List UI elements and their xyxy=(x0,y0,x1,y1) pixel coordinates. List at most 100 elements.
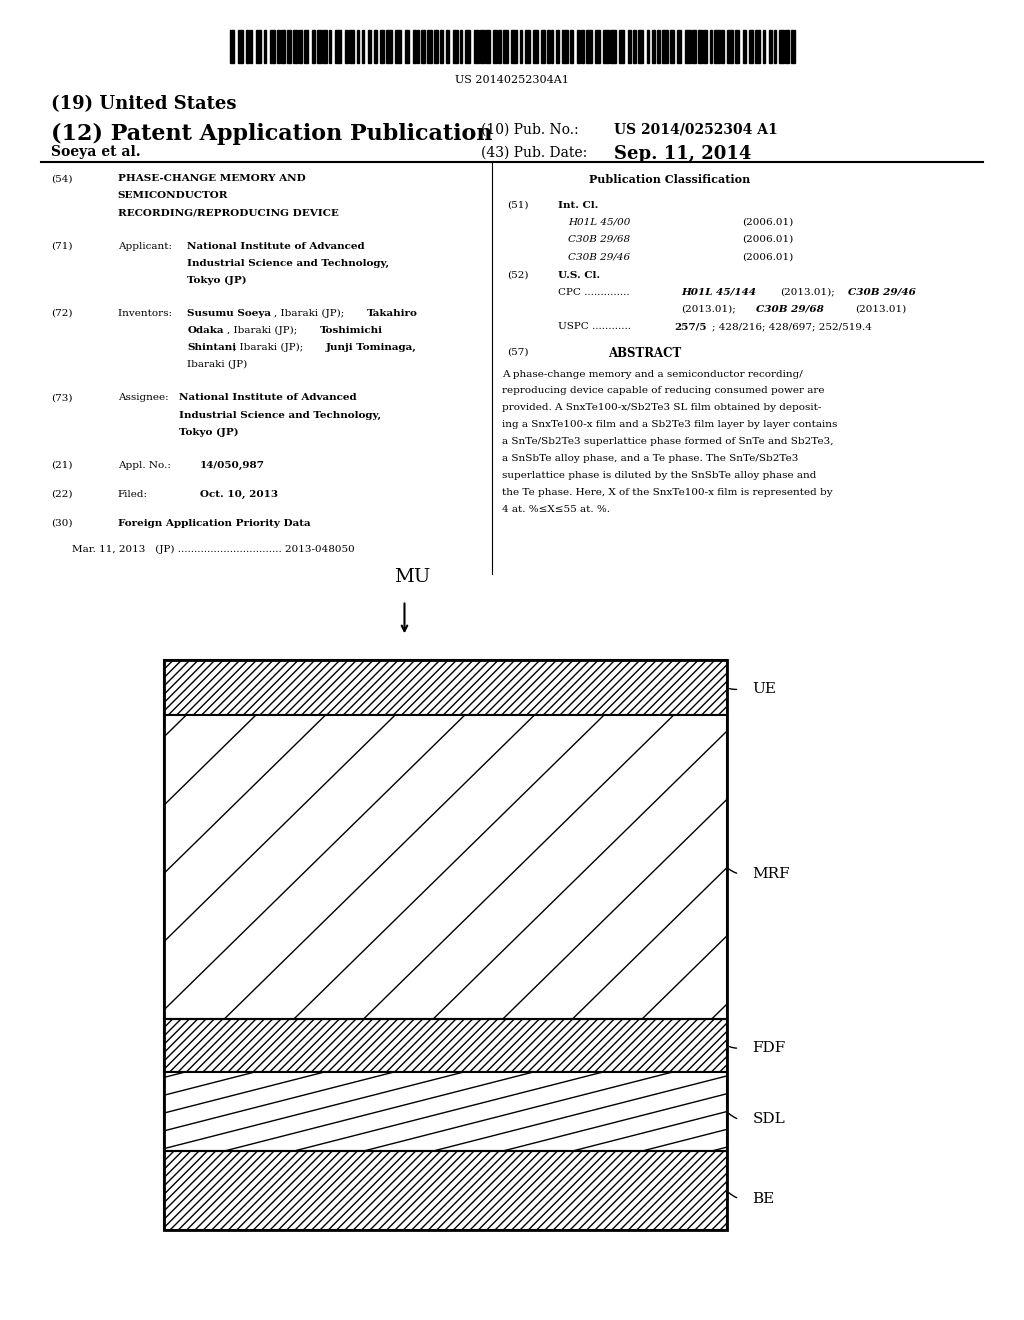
Text: (12) Patent Application Publication: (12) Patent Application Publication xyxy=(51,123,493,145)
Text: Susumu Soeya: Susumu Soeya xyxy=(187,309,271,318)
Text: (2006.01): (2006.01) xyxy=(742,252,794,261)
Bar xyxy=(264,30,266,62)
Text: a SnTe/Sb2Te3 superlattice phase formed of SnTe and Sb2Te3,: a SnTe/Sb2Te3 superlattice phase formed … xyxy=(502,437,834,446)
Bar xyxy=(784,30,788,62)
Bar xyxy=(569,30,573,62)
Bar xyxy=(256,30,260,62)
Text: (21): (21) xyxy=(51,461,73,470)
Text: (2013.01);: (2013.01); xyxy=(681,305,735,314)
Text: SEMICONDUCTOR: SEMICONDUCTOR xyxy=(118,191,228,201)
Bar xyxy=(270,30,275,62)
Text: RECORDING/REPRODUCING DEVICE: RECORDING/REPRODUCING DEVICE xyxy=(118,209,339,218)
Text: Soeya et al.: Soeya et al. xyxy=(51,145,141,160)
Bar xyxy=(577,30,580,62)
Text: (2006.01): (2006.01) xyxy=(742,218,794,227)
Text: SDL: SDL xyxy=(753,1113,785,1126)
Text: Tokyo (JP): Tokyo (JP) xyxy=(187,276,247,285)
Bar xyxy=(692,30,696,62)
Text: Filed:: Filed: xyxy=(118,490,147,499)
Bar xyxy=(534,30,539,62)
Bar xyxy=(335,30,341,62)
Text: Tokyo (JP): Tokyo (JP) xyxy=(179,428,239,437)
Bar xyxy=(548,30,550,62)
Text: (10) Pub. No.:: (10) Pub. No.: xyxy=(481,123,579,137)
Text: reproducing device capable of reducing consumed power are: reproducing device capable of reducing c… xyxy=(502,387,824,396)
Bar xyxy=(702,30,708,62)
Bar xyxy=(633,30,636,62)
Text: Foreign Application Priority Data: Foreign Application Priority Data xyxy=(118,519,310,528)
Text: (51): (51) xyxy=(507,201,528,210)
Bar xyxy=(413,30,416,62)
Bar xyxy=(710,30,712,62)
Bar xyxy=(311,30,314,62)
Bar xyxy=(329,30,332,62)
Bar xyxy=(422,30,425,62)
Bar xyxy=(779,30,783,62)
Bar xyxy=(164,1072,727,1151)
Text: MU: MU xyxy=(394,568,430,586)
Bar xyxy=(427,30,432,62)
Bar xyxy=(349,30,354,62)
Bar xyxy=(498,30,502,62)
Text: Assignee:: Assignee: xyxy=(118,393,172,403)
Text: Industrial Science and Technology,: Industrial Science and Technology, xyxy=(179,411,381,420)
Text: National Institute of Advanced: National Institute of Advanced xyxy=(179,393,356,403)
Bar xyxy=(551,30,553,62)
Bar xyxy=(380,30,384,62)
Bar xyxy=(756,30,760,62)
Text: 257/5: 257/5 xyxy=(674,322,707,331)
Bar xyxy=(603,30,608,62)
Bar xyxy=(774,30,776,62)
Bar xyxy=(494,30,497,62)
Text: (22): (22) xyxy=(51,490,73,499)
Text: C30B 29/46: C30B 29/46 xyxy=(848,288,915,297)
Bar xyxy=(453,30,458,62)
Bar xyxy=(164,715,727,1019)
Bar xyxy=(504,30,509,62)
Text: MRF: MRF xyxy=(753,867,791,880)
Text: C30B 29/68: C30B 29/68 xyxy=(756,305,823,314)
Text: C30B 29/46: C30B 29/46 xyxy=(568,252,631,261)
Text: BE: BE xyxy=(753,1192,775,1205)
Bar xyxy=(480,30,483,62)
Text: Odaka: Odaka xyxy=(187,326,224,335)
Bar xyxy=(769,30,772,62)
Text: H01L 45/00: H01L 45/00 xyxy=(568,218,631,227)
Text: C30B 29/68: C30B 29/68 xyxy=(568,235,631,244)
Text: provided. A SnxTe100-x/Sb2Te3 SL film obtained by deposit-: provided. A SnxTe100-x/Sb2Te3 SL film ob… xyxy=(502,404,821,412)
Bar xyxy=(519,30,522,62)
Text: Industrial Science and Technology,: Industrial Science and Technology, xyxy=(187,259,389,268)
Text: Takahiro: Takahiro xyxy=(367,309,418,318)
Bar xyxy=(356,30,359,62)
Bar xyxy=(164,1019,727,1072)
Text: A phase-change memory and a semiconductor recording/: A phase-change memory and a semiconducto… xyxy=(502,370,803,379)
Text: ; 428/216; 428/697; 252/519.4: ; 428/216; 428/697; 252/519.4 xyxy=(712,322,871,331)
Bar xyxy=(684,30,690,62)
Bar xyxy=(511,30,517,62)
Text: Ibaraki (JP): Ibaraki (JP) xyxy=(187,360,248,370)
Bar xyxy=(473,30,479,62)
Text: (2013.01): (2013.01) xyxy=(855,305,906,314)
Bar xyxy=(562,30,568,62)
Bar xyxy=(230,30,233,62)
Bar xyxy=(386,30,392,62)
Text: National Institute of Advanced: National Institute of Advanced xyxy=(187,242,365,251)
Bar xyxy=(460,30,462,62)
Bar xyxy=(446,30,449,62)
Bar xyxy=(618,30,624,62)
Bar xyxy=(246,30,249,62)
Text: the Te phase. Here, X of the SnxTe100-x film is represented by: the Te phase. Here, X of the SnxTe100-x … xyxy=(502,488,833,496)
Bar xyxy=(164,1072,727,1151)
Text: ABSTRACT: ABSTRACT xyxy=(608,347,682,360)
Bar xyxy=(749,30,753,62)
Text: FDF: FDF xyxy=(753,1041,785,1055)
Text: Publication Classification: Publication Classification xyxy=(589,174,750,185)
Text: ing a SnxTe100-x film and a Sb2Te3 film layer by layer contains: ing a SnxTe100-x film and a Sb2Te3 film … xyxy=(502,420,838,429)
Bar xyxy=(440,30,443,62)
Bar xyxy=(485,30,490,62)
Text: , Ibaraki (JP);: , Ibaraki (JP); xyxy=(227,326,298,335)
Bar xyxy=(734,30,739,62)
Bar xyxy=(317,30,322,62)
Text: (72): (72) xyxy=(51,309,73,318)
Text: 14/050,987: 14/050,987 xyxy=(200,461,264,470)
